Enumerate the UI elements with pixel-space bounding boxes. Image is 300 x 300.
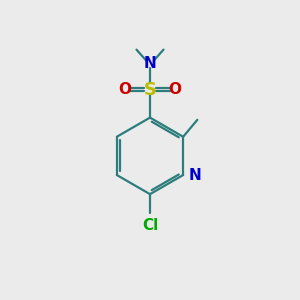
Text: S: S — [143, 81, 157, 99]
Text: Cl: Cl — [142, 218, 158, 233]
Text: N: N — [144, 56, 156, 70]
Text: O: O — [169, 82, 182, 97]
Text: N: N — [188, 167, 201, 182]
Text: O: O — [118, 82, 131, 97]
